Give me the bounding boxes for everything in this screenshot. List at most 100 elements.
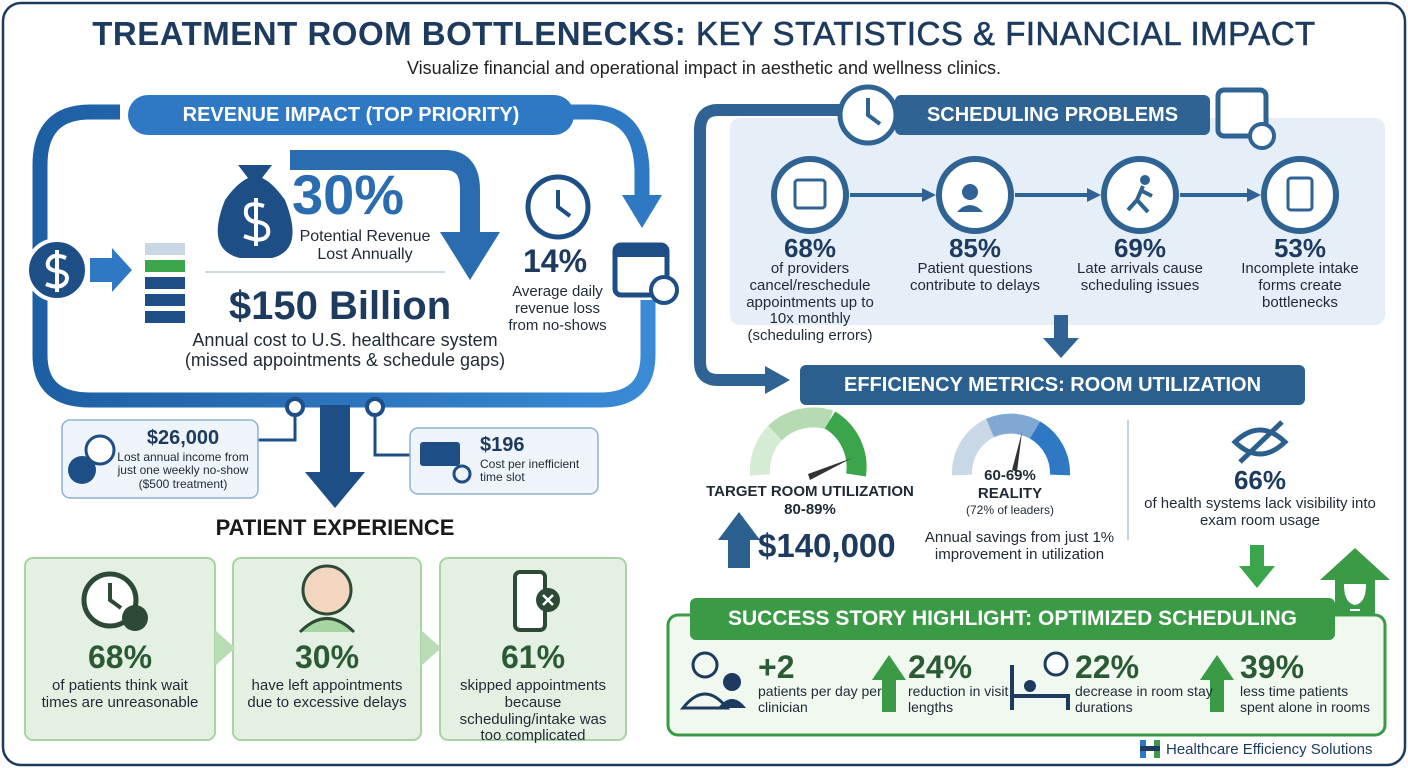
- stat-label: of patients think wait times are unreaso…: [41, 677, 199, 711]
- clock-hands: [108, 583, 123, 610]
- gauge-value: 80-89%: [784, 501, 836, 518]
- patient-icon: [723, 673, 741, 691]
- doctor-icon: [691, 651, 719, 679]
- bar-icon: [145, 243, 185, 255]
- calendar-top: [615, 245, 667, 257]
- cash-icon: [420, 442, 460, 466]
- stat: 66%: [1233, 465, 1287, 495]
- face-icon: [301, 564, 353, 616]
- down-arrow: [290, 150, 480, 235]
- stat-label: Patient questions contribute to delays: [909, 260, 1041, 294]
- gauge-needle: [1012, 432, 1022, 472]
- step-circle: [771, 156, 849, 234]
- loop-arrow: [570, 104, 650, 200]
- stat-label: Annual savings from just 1% improvement …: [924, 529, 1115, 563]
- stat: 39%: [1240, 649, 1305, 685]
- runner-icon: [1140, 175, 1150, 185]
- stat: 61%: [500, 639, 566, 675]
- stat-label: Incomplete intake forms create bottlenec…: [1241, 260, 1359, 311]
- callout-value: $26,000: [146, 427, 220, 449]
- down-arrow: [320, 405, 350, 475]
- arrowhead: [1043, 338, 1079, 358]
- stat: 14%: [522, 243, 588, 279]
- clock-icon: [84, 434, 116, 466]
- stat: 68%: [87, 639, 153, 675]
- person-icon: [957, 205, 983, 212]
- clock-mini: [1043, 651, 1069, 677]
- stat-label: reduction in visit lengths: [908, 683, 1009, 715]
- clock-hands: [866, 98, 882, 126]
- callout-label: Lost annual income from just one weekly …: [117, 450, 249, 491]
- stat: 68%: [783, 233, 837, 263]
- gauge-arc: [749, 426, 783, 476]
- title-main: TREATMENT ROOM BOTTLENECKS:: [92, 15, 687, 52]
- arrowhead: [765, 366, 790, 394]
- runner-icon: [1126, 185, 1153, 214]
- brand: Healthcare Efficiency Solutions: [1166, 741, 1373, 758]
- dollar-glyph: [243, 198, 271, 246]
- efficiency-pill: [800, 365, 1305, 405]
- calendar-icon: [793, 178, 827, 210]
- stat: $140,000: [758, 527, 896, 564]
- scheduling-pill: [895, 95, 1210, 135]
- arrowhead: [1087, 188, 1101, 202]
- stat-label: decrease in room stay durations: [1075, 683, 1213, 715]
- stat-label: Average daily revenue loss from no-shows: [508, 283, 607, 334]
- section-heading: PATIENT EXPERIENCE: [215, 515, 455, 540]
- revenue-loop: [32, 104, 656, 408]
- patient-box: [439, 557, 627, 741]
- x-glyph: [542, 594, 554, 606]
- bar-icon: [145, 294, 185, 306]
- patient-boxes: [24, 557, 627, 741]
- stat-label: Late arrivals cause scheduling issues: [1077, 260, 1203, 294]
- eye-slash: [1238, 420, 1284, 464]
- stat: 30%: [294, 639, 360, 675]
- arrowhead: [922, 188, 936, 202]
- link-icon: [452, 464, 472, 484]
- bar-icon: [145, 311, 185, 323]
- bar-icon: [145, 260, 185, 272]
- title-rest: KEY STATISTICS & FINANCIAL IMPACT: [695, 15, 1316, 53]
- patient-icon: [718, 699, 746, 708]
- gauge-needle: [808, 458, 852, 480]
- calendar-icon: [1215, 87, 1269, 139]
- arrowhead: [1239, 566, 1275, 588]
- person-icon: [962, 184, 978, 200]
- stat-label: of health systems lack visibility into e…: [1144, 495, 1376, 529]
- arrowhead: [305, 472, 365, 508]
- stat-label: patients per day per clinician: [758, 683, 882, 715]
- body-icon: [298, 617, 356, 634]
- connector: [694, 104, 920, 386]
- arrow: [90, 248, 132, 292]
- trophy-icon: [1343, 584, 1367, 611]
- bed-icon: [1010, 665, 1070, 710]
- dollar-glyph: [45, 250, 69, 292]
- stat-label: less time patients spent alone in rooms: [1240, 683, 1370, 715]
- connector: [373, 407, 410, 457]
- step-circle: [1261, 156, 1339, 234]
- stat-label: Annual cost to U.S. healthcare system (m…: [184, 330, 506, 371]
- up-arrow: [1320, 548, 1390, 615]
- stat-label: of providers cancel/reschedule appointme…: [746, 260, 874, 345]
- stat-label: Potential Revenue Lost Annually: [299, 228, 431, 263]
- clock-mini: [649, 275, 679, 305]
- chevron: [215, 630, 235, 666]
- gauge-arc: [768, 407, 834, 441]
- stat-label: skipped appointments because scheduling/…: [459, 677, 607, 745]
- chevron: [421, 630, 441, 666]
- angry-face: [122, 605, 148, 631]
- stat: 22%: [1075, 649, 1140, 685]
- clock-mini: [1248, 122, 1276, 150]
- arrowhead: [1247, 188, 1261, 202]
- stat: $150 Billion: [228, 284, 452, 328]
- stat-label: have left appointments due to excessive …: [247, 677, 407, 711]
- stat: 24%: [908, 649, 973, 685]
- gauge-label: TARGET ROOM UTILIZATION: [706, 483, 914, 500]
- success-pill: [690, 598, 1335, 640]
- gauge-arc: [985, 413, 1040, 439]
- gauge-arc: [1029, 421, 1070, 476]
- title: TREATMENT ROOM BOTTLENECKS: KEY STATISTI…: [0, 15, 1408, 53]
